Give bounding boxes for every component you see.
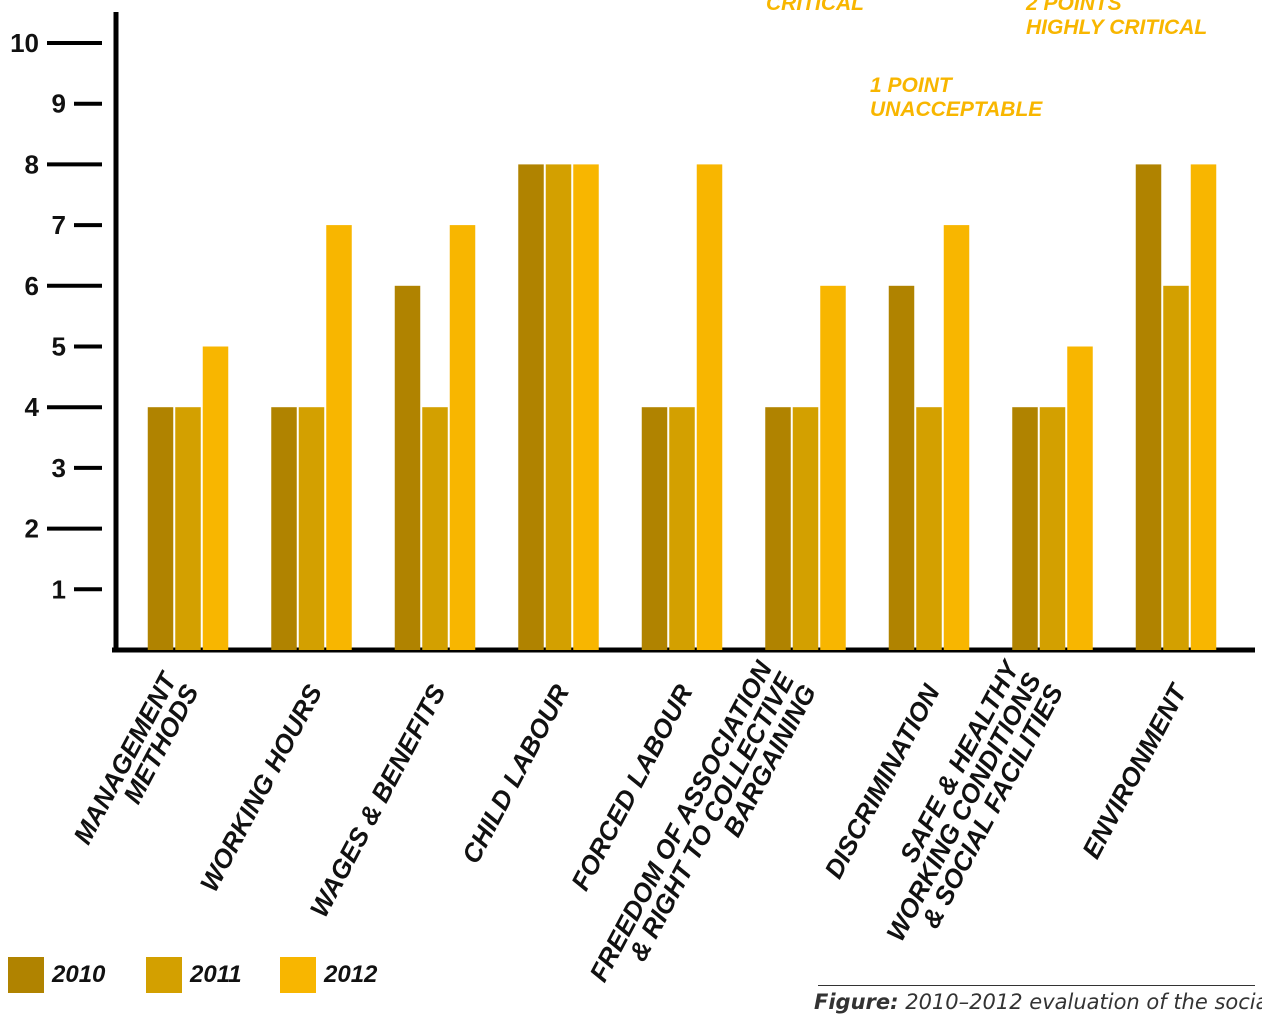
x-tick-label-child-labour-line-1: CHILD LABOUR: [456, 679, 575, 868]
y-tick-label-2: 2: [25, 514, 39, 544]
bar-forced-labour-2012: [696, 164, 723, 650]
bar-forced-labour-2010: [641, 407, 668, 650]
annotation-highly-critical-line-2: HIGHLY CRITICAL: [1026, 16, 1208, 39]
bar-wages-and-benefits-2010: [394, 285, 421, 650]
legend-swatch-2011: [146, 957, 182, 993]
legend-label-2011: 2011: [190, 961, 242, 988]
annotation-critical: CRITICAL: [766, 0, 864, 16]
annotation-critical-line-1: CRITICAL: [766, 0, 864, 15]
bars: [147, 164, 1217, 650]
figure-caption: Figure: 2010–2012 evaluation of the soci…: [814, 990, 1262, 1014]
x-tick-label-environment-line-1: ENVIRONMENT: [1076, 678, 1194, 864]
y-tick-label-1: 1: [52, 574, 66, 604]
bar-safe-and-healthy-working-conditions-and-social-facilities-2012: [1067, 346, 1093, 650]
y-tick-label-6: 6: [25, 271, 39, 301]
y-tick-label-8: 8: [25, 149, 39, 179]
annotation-unacceptable-line-2: UNACCEPTABLE: [870, 98, 1043, 121]
bar-discrimination-2011: [916, 407, 942, 650]
bar-management-methods-2011: [175, 407, 201, 650]
bar-discrimination-2012: [943, 225, 970, 650]
x-tick-label-child-labour: CHILD LABOUR: [456, 679, 575, 868]
legend-swatch-2010: [8, 957, 44, 993]
figure-caption-label: Figure:: [814, 990, 899, 1014]
x-tick-label-wages-and-benefits-line-1: WAGES & BENEFITS: [304, 679, 452, 922]
x-tick-label-working-hours-line-1: WORKING HOURS: [194, 679, 329, 896]
y-tick-label-3: 3: [52, 453, 66, 483]
bar-working-hours-2010: [271, 407, 297, 650]
y-tick-label-7: 7: [52, 210, 66, 240]
bar-freedom-of-association-and-right-to-collective-bargaining-2012: [820, 285, 846, 650]
bar-child-labour-2010: [518, 164, 544, 650]
x-tick-label-wages-and-benefits: WAGES & BENEFITS: [304, 679, 452, 922]
figure-caption-text: 2010–2012 evaluation of the social: [898, 990, 1262, 1014]
y-tick-label-10: 10: [10, 28, 39, 58]
bar-management-methods-2010: [147, 407, 174, 650]
bar-freedom-of-association-and-right-to-collective-bargaining-2011: [792, 407, 819, 650]
bar-working-hours-2011: [298, 407, 325, 650]
x-tick-label-freedom-of-association-and-right-to-collective-bargaining-line-2: & RIGHT TO COLLECTIVE: [623, 667, 801, 966]
bar-child-labour-2011: [545, 164, 572, 650]
annotation-highly-critical: 2 POINTS HIGHLY CRITICAL: [1026, 0, 1207, 40]
bar-safe-and-healthy-working-conditions-and-social-facilities-2010: [1012, 407, 1038, 650]
annotation-unacceptable-line-1: 1 POINT: [870, 74, 952, 97]
bar-forced-labour-2011: [669, 407, 695, 650]
bar-safe-and-healthy-working-conditions-and-social-facilities-2011: [1039, 407, 1066, 650]
y-tick-label-4: 4: [25, 392, 40, 422]
legend-label-2010: 2010: [52, 961, 106, 988]
bar-discrimination-2010: [888, 285, 915, 650]
bar-wages-and-benefits-2011: [422, 407, 448, 650]
bar-environment-2011: [1163, 285, 1189, 650]
bar-environment-2012: [1190, 164, 1217, 650]
bar-environment-2010: [1135, 164, 1162, 650]
y-tick-label-9: 9: [52, 89, 66, 119]
legend-swatch-2012: [280, 957, 316, 993]
y-tick-label-5: 5: [52, 332, 66, 362]
legend-label-2012: 2012: [324, 961, 378, 988]
bar-management-methods-2012: [202, 346, 229, 650]
annotation-highly-critical-line-1: 2 POINTS: [1026, 0, 1122, 15]
bar-wages-and-benefits-2012: [449, 225, 476, 650]
x-tick-label-environment: ENVIRONMENT: [1076, 678, 1194, 864]
bar-freedom-of-association-and-right-to-collective-bargaining-2010: [765, 407, 791, 650]
x-tick-label-working-hours: WORKING HOURS: [194, 679, 329, 896]
bar-child-labour-2012: [573, 164, 599, 650]
annotation-unacceptable: 1 POINT UNACCEPTABLE: [870, 74, 1042, 122]
bar-working-hours-2012: [326, 225, 352, 650]
caption-rule: [818, 985, 1255, 986]
